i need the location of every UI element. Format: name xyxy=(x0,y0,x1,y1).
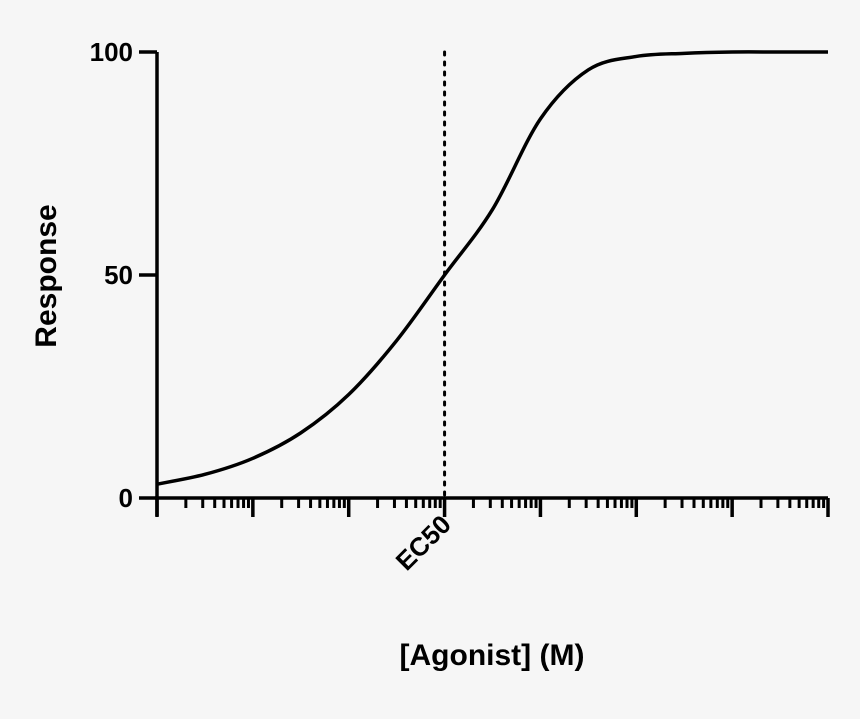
y-tick-labels: 0 50 100 xyxy=(90,37,133,513)
x-tick-labels: EC50 xyxy=(390,509,457,576)
tick-marks xyxy=(139,50,830,517)
axes xyxy=(155,52,828,516)
y-tick-label: 50 xyxy=(104,260,133,290)
y-tick-label: 0 xyxy=(119,483,133,513)
y-tick-label: 100 xyxy=(90,37,133,67)
x-axis-title: [Agonist] (M) xyxy=(400,639,585,672)
curves xyxy=(156,50,828,486)
response-curve xyxy=(156,50,828,486)
x-tick-label: EC50 xyxy=(390,509,457,576)
y-axis-title: Response xyxy=(30,204,63,347)
